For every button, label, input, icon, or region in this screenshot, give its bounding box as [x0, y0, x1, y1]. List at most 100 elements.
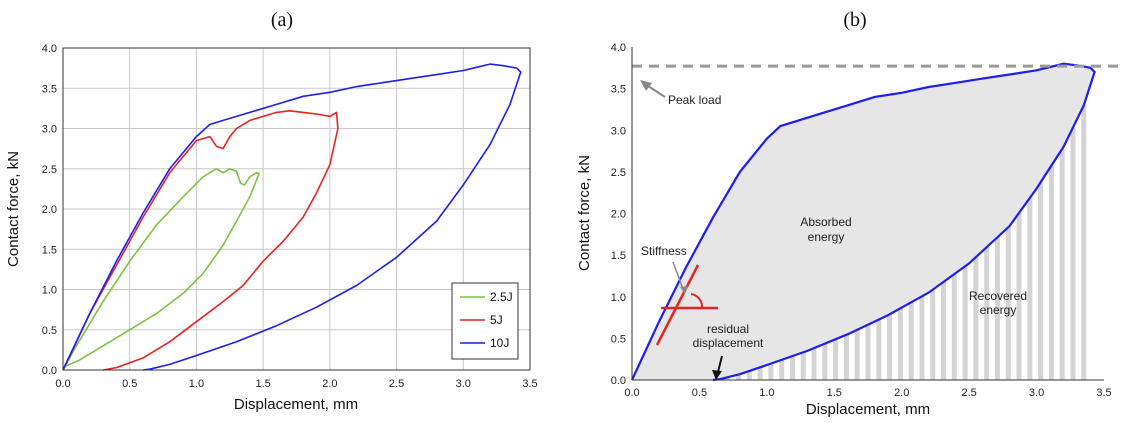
- absorbed-energy-label-2: energy: [808, 230, 845, 244]
- y-tick-label-b: 1.0: [611, 292, 626, 304]
- y-tick-label-b: 0.5: [611, 333, 626, 345]
- recovered-energy-stripe: [908, 302, 914, 380]
- x-tick-label-b: 1.0: [759, 387, 774, 399]
- recovered-energy-stripe: [1005, 227, 1011, 380]
- recovered-energy-stripe: [725, 377, 731, 380]
- recovered-energy-stripe: [854, 329, 860, 380]
- recovered-energy-stripe: [994, 237, 1000, 380]
- grid-a: [63, 48, 530, 370]
- y-tick-label-a: 0.5: [42, 325, 57, 337]
- chart-b: 0.0 0.5 1.0 1.5 2.0 2.5 3.0 3.5 0.0 0.5 1.0 1.5 2.0 2…: [576, 42, 1118, 418]
- residual-displacement-label-1: residual: [707, 322, 749, 336]
- peak-load-label: Peak load: [668, 93, 721, 107]
- x-axis-title-b: Displacement, mm: [806, 401, 930, 418]
- x-tick-label-b: 3.0: [1029, 387, 1044, 399]
- recovered-energy-stripe: [930, 289, 936, 380]
- recovered-energy-label-2: energy: [980, 303, 1017, 317]
- panel-label-b: (b): [843, 9, 866, 31]
- legend-a: 2.5J 5J 10J: [451, 282, 519, 360]
- x-tick-label-a: 0.0: [55, 378, 70, 390]
- recovered-energy-stripe: [843, 334, 849, 380]
- legend-label-2-5j: 2.5J: [490, 290, 513, 304]
- y-tick-label-a: 4.0: [42, 43, 57, 55]
- recovered-energy-stripe: [1027, 197, 1033, 380]
- recovered-energy-stripe: [962, 266, 968, 380]
- legend-label-10j: 10J: [490, 336, 509, 350]
- y-tick-label-a: 3.0: [42, 124, 57, 136]
- series-a: [62, 63, 522, 371]
- recovered-energy-stripe: [919, 296, 925, 380]
- stiffness-tangent-line: [655, 264, 700, 346]
- recovered-energy-stripe: [736, 374, 742, 380]
- recovered-energy-stripe: [811, 348, 817, 380]
- ticks-b: 0.0 0.5 1.0 1.5 2.0 2.5 3.0 3.5 0.0 0.5 1.0 1.5 2.0 2…: [611, 42, 1112, 399]
- recovered-energy-stripe: [876, 319, 882, 380]
- series-line-2-5j: [62, 168, 260, 371]
- recovered-energy-stripe: [789, 356, 795, 380]
- x-tick-label-b: 1.5: [827, 387, 842, 399]
- recovered-energy-stripe: [1016, 212, 1022, 380]
- y-axis-title-a: Contact force, kN: [5, 151, 22, 267]
- x-tick-label-a: 0.5: [122, 378, 137, 390]
- recovered-energy-stripe: [951, 274, 957, 380]
- recovered-energy-stripe: [757, 367, 763, 380]
- x-tick-label-b: 0.5: [692, 387, 707, 399]
- y-tick-label-b: 2.5: [611, 167, 626, 179]
- stiffness-annotation: Stiffness: [641, 244, 718, 346]
- chart-a: 0.0 0.5 1.0 1.5 2.0 2.5 3.0 3.5 0.0 0.5 1.0 1.5 2.0 2…: [5, 43, 538, 413]
- peak-load-arrowhead: [640, 80, 652, 91]
- ticks-a: 0.0 0.5 1.0 1.5 2.0 2.5 3.0 3.5 0.0 0.5 1.0 1.5 2.0 2…: [42, 43, 538, 390]
- x-tick-label-b: 0.0: [624, 387, 639, 399]
- x-tick-label-b: 2.5: [961, 387, 976, 399]
- recovered-energy-stripe: [887, 314, 893, 380]
- recovered-energy-stripe: [973, 257, 979, 380]
- recovered-energy-stripe: [768, 363, 774, 380]
- y-tick-label-b: 3.5: [611, 84, 626, 96]
- absorbed-energy-area: [632, 63, 1095, 380]
- stiffness-pointer: [672, 261, 684, 290]
- x-tick-label-a: 3.0: [456, 378, 471, 390]
- stiffness-angle-arc: [690, 293, 704, 309]
- y-tick-label-b: 0.0: [611, 375, 626, 387]
- x-tick-label-a: 1.0: [189, 378, 204, 390]
- stiffness-label: Stiffness: [641, 244, 687, 258]
- residual-arrowhead: [712, 370, 722, 380]
- recovered-energy-stripe: [865, 324, 871, 380]
- y-tick-label-a: 3.5: [42, 83, 57, 95]
- series-line-10j: [62, 63, 522, 371]
- recovered-energy-stripe: [1038, 182, 1044, 380]
- y-tick-label-b: 2.0: [611, 209, 626, 221]
- recovered-energy-stripe: [984, 247, 990, 380]
- absorbed-energy-label-1: Absorbed: [800, 215, 851, 229]
- recovered-energy-stripe: [746, 370, 752, 380]
- x-tick-label-a: 1.5: [255, 378, 270, 390]
- recovered-energy-stripe: [897, 308, 903, 380]
- peak-load-annotation: Peak load: [640, 80, 721, 107]
- recovered-energy-stripe: [833, 339, 839, 380]
- plot-frame-a: [62, 47, 531, 371]
- load-displacement-curve-b: [631, 62, 1096, 382]
- recovered-energy-stripe: [779, 359, 785, 380]
- x-axis-title-a: Displacement, mm: [234, 396, 358, 413]
- recovered-energy-stripe: [941, 281, 947, 380]
- x-tick-label-a: 2.5: [389, 378, 404, 390]
- y-tick-label-a: 2.5: [42, 164, 57, 176]
- recovered-energy-stripes: [714, 105, 1087, 381]
- panel-label-a: (a): [271, 9, 293, 31]
- legend-box: [451, 282, 519, 360]
- y-tick-label-a: 1.0: [42, 285, 57, 297]
- y-axis-title-b: Contact force, kN: [576, 155, 593, 271]
- x-tick-label-a: 3.5: [522, 378, 537, 390]
- recovered-energy-stripe: [1048, 165, 1054, 380]
- y-tick-label-a: 0.0: [42, 365, 57, 377]
- x-tick-label-a: 2.0: [322, 378, 337, 390]
- y-tick-label-b: 3.0: [611, 125, 626, 137]
- residual-displacement-annotation: residual displacement: [693, 322, 764, 380]
- y-tick-label-a: 1.5: [42, 244, 57, 256]
- y-tick-label-b: 4.0: [611, 42, 626, 54]
- y-tick-label-a: 2.0: [42, 204, 57, 216]
- recovered-energy-stripe: [1070, 127, 1076, 380]
- legend-label-5j: 5J: [490, 313, 503, 327]
- residual-displacement-label-2: displacement: [693, 336, 764, 350]
- recovered-energy-stripe: [1081, 105, 1087, 381]
